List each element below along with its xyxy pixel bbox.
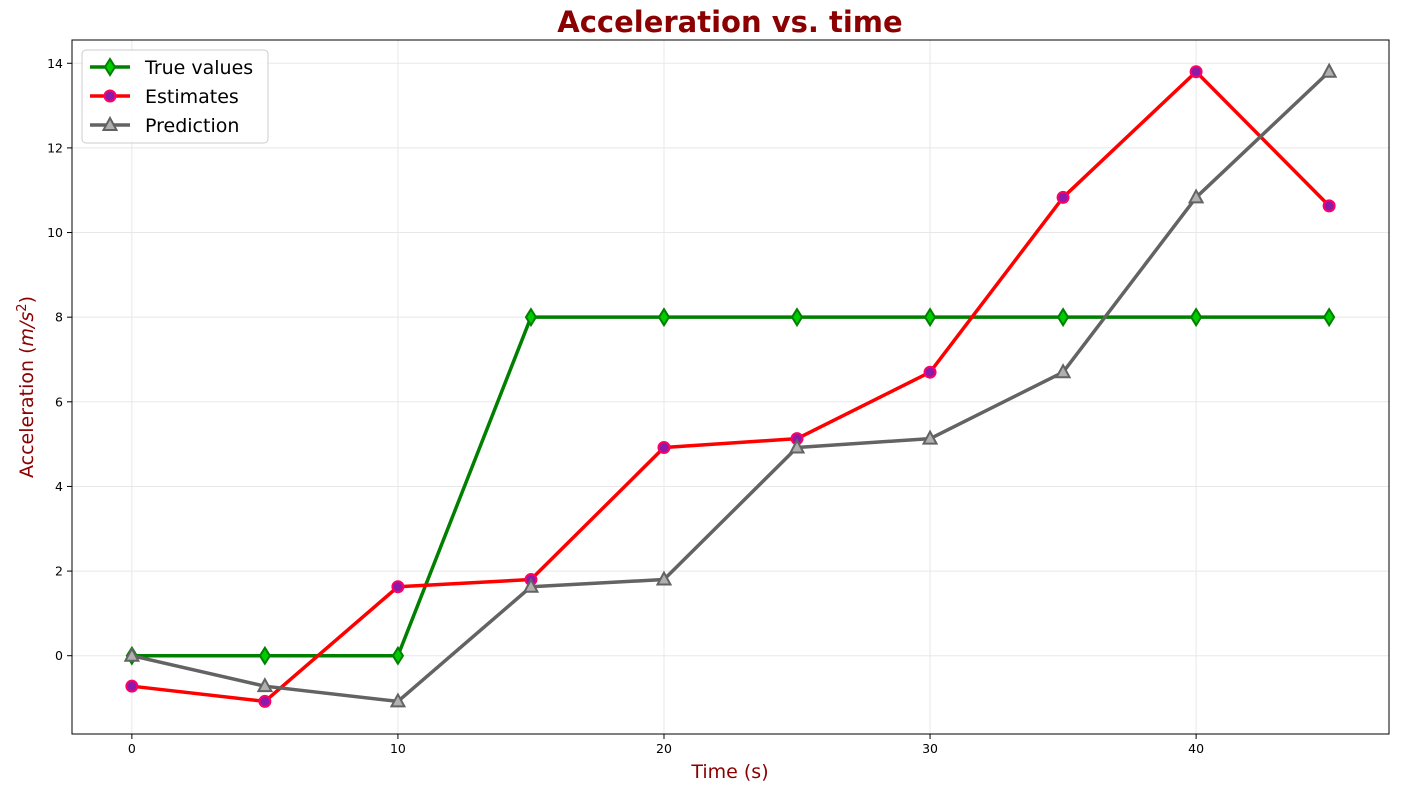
legend-label: Prediction: [145, 115, 239, 137]
x-tick-label: 40: [1188, 741, 1204, 756]
y-axis-title-exponent: 2: [15, 303, 30, 311]
y-tick-label: 2: [55, 564, 63, 579]
y-axis-title-close: ): [16, 296, 38, 303]
x-tick-label: 30: [922, 741, 938, 756]
data-point: [1187, 188, 1205, 204]
x-axis-ticks: 0 10 20 30 40: [128, 734, 1204, 756]
y-tick-label: 0: [55, 648, 63, 663]
x-axis-title: Time (s): [690, 761, 768, 783]
data-point: [1189, 65, 1203, 79]
y-tick-label: 10: [47, 225, 63, 240]
series-line: [131, 70, 1331, 704]
data-point: [923, 307, 937, 328]
y-axis-title-unit: m/s: [16, 312, 38, 347]
data-point: [788, 438, 806, 454]
series-layer: [123, 62, 1338, 708]
plot-area-frame: [71, 39, 1390, 735]
data-point: [256, 677, 274, 693]
legend: True values Estimates Prediction: [81, 49, 269, 144]
data-point: [1320, 62, 1338, 78]
legend-box: [81, 49, 269, 144]
y-tick-label: 14: [47, 56, 63, 71]
data-point: [524, 307, 538, 328]
data-point: [389, 692, 407, 708]
legend-item: Estimates: [90, 86, 239, 108]
series-line: [131, 69, 1331, 704]
y-tick-label: 8: [55, 310, 63, 325]
data-point: [923, 365, 937, 379]
data-point: [522, 577, 540, 593]
data-point: [1054, 363, 1072, 379]
legend-item: True values: [90, 57, 253, 79]
data-point: [790, 307, 804, 328]
data-point: [1189, 307, 1203, 328]
data-point: [1322, 307, 1336, 328]
data-point: [921, 429, 939, 445]
y-axis-title: Acceleration (m/s2): [15, 296, 39, 478]
series-prediction: [123, 62, 1338, 708]
legend-label: Estimates: [145, 86, 239, 108]
grid: [72, 40, 1389, 734]
data-point: [258, 694, 272, 708]
x-tick-label: 10: [390, 741, 406, 756]
data-point: [1056, 190, 1070, 204]
y-axis-title-base: Acceleration (: [16, 347, 38, 479]
data-point: [125, 679, 139, 693]
x-tick-label: 0: [128, 741, 136, 756]
data-point: [123, 646, 141, 662]
legend-label: True values: [144, 57, 253, 79]
y-tick-label: 4: [55, 479, 63, 494]
legend-marker: [103, 89, 117, 103]
legend-marker: [101, 115, 119, 131]
data-point: [258, 645, 272, 666]
data-point: [391, 645, 405, 666]
legend-marker: [103, 57, 117, 77]
series-estimates: [125, 65, 1336, 708]
data-point: [1056, 307, 1070, 328]
y-tick-label: 12: [47, 140, 63, 155]
data-point: [657, 441, 671, 455]
data-point: [1322, 199, 1336, 213]
data-point: [655, 570, 673, 586]
y-tick-label: 6: [55, 394, 63, 409]
series-true-values: [125, 307, 1336, 666]
chart-title: Acceleration vs. time: [557, 5, 902, 39]
data-point: [657, 307, 671, 328]
x-tick-label: 20: [656, 741, 672, 756]
series-line: [131, 315, 1330, 658]
legend-item: Prediction: [90, 115, 239, 137]
data-point: [391, 580, 405, 594]
y-axis-ticks: 0 2 4 6 8 10 12 14: [47, 56, 72, 663]
